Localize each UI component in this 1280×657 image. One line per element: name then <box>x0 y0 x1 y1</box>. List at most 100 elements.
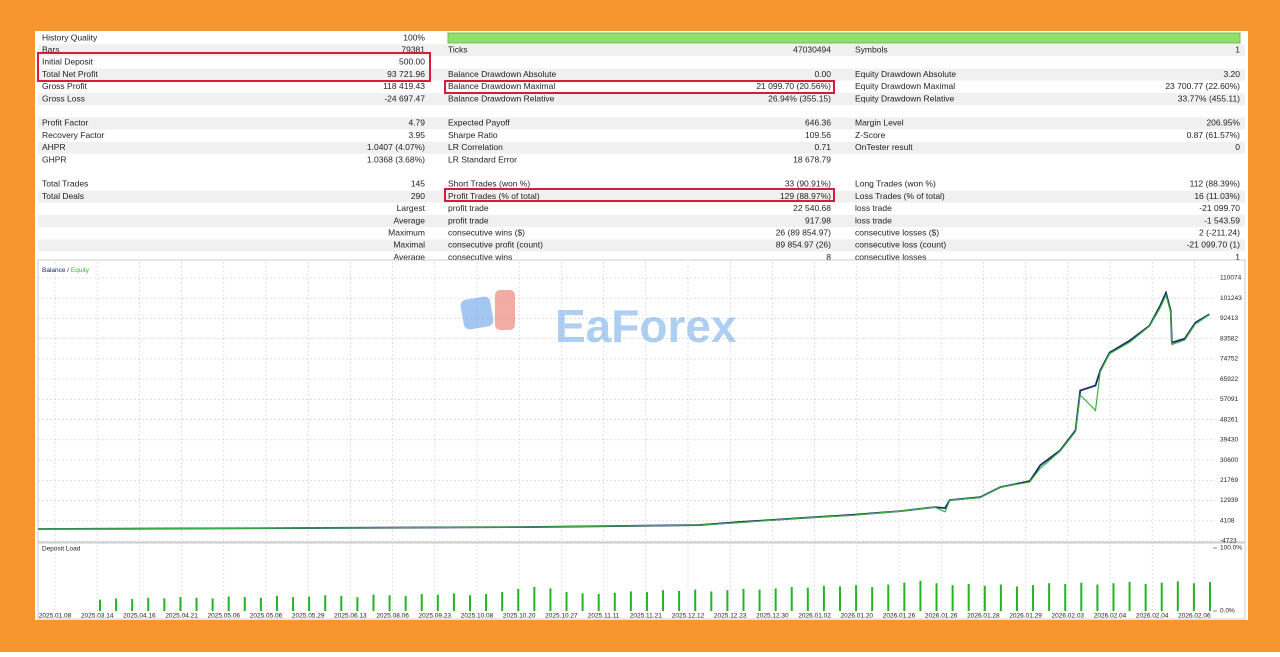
bar <box>597 593 600 611</box>
x-tick-label: 2026.01.28 <box>967 613 1000 620</box>
cell-label: consecutive wins <box>448 252 512 262</box>
y-tick-label: 0.0% <box>1220 608 1235 615</box>
x-tick-label: 2025.12.30 <box>756 613 789 620</box>
bar <box>999 584 1002 611</box>
bar <box>179 597 182 611</box>
bar <box>243 597 246 611</box>
cell-label: Ticks <box>448 44 468 54</box>
cell-label: Long Trades (won %) <box>855 179 936 189</box>
highlight-box <box>444 80 835 94</box>
cell-label: Symbols <box>855 44 888 54</box>
cell-label: consecutive wins ($) <box>448 227 525 237</box>
cell-value: 2 (-211.24) <box>1199 227 1240 237</box>
cell-value: 0.00 <box>814 69 831 79</box>
bar <box>147 597 150 611</box>
y-tick-label: 39430 <box>1220 437 1238 444</box>
y-tick-label: 30600 <box>1220 457 1238 464</box>
bar <box>259 597 262 611</box>
cell-label: Gross Loss <box>42 93 85 103</box>
x-tick-label: 2026.02.06 <box>1178 613 1211 620</box>
y-tick-label: 4108 <box>1220 517 1235 524</box>
bar <box>1080 582 1083 611</box>
cell-value: 3.95 <box>408 130 425 140</box>
x-tick-label: 2026.01.26 <box>883 613 916 620</box>
x-tick-label: 2025.05.06 <box>250 613 283 620</box>
bar <box>1176 581 1179 611</box>
y-tick-label: 101243 <box>1220 295 1242 302</box>
cell-value: 109.56 <box>805 130 831 140</box>
cell-label: Balance Drawdown Absolute <box>448 69 556 79</box>
cell-value: 79381 <box>401 44 425 54</box>
cell-value: 1.0368 (3.68%) <box>367 154 425 164</box>
legend: Balance / Equity <box>42 267 90 274</box>
cell-label: Loss Trades (% of total) <box>855 191 945 201</box>
x-tick-label: 2025.10.27 <box>545 613 578 620</box>
bar <box>742 588 745 611</box>
cell-label: consecutive profit (count) <box>448 240 543 250</box>
cell-label: OnTester result <box>855 142 913 152</box>
row-shade <box>38 190 1245 203</box>
bar <box>806 587 809 611</box>
bar <box>340 595 343 611</box>
bar <box>839 586 841 611</box>
cell-value: Largest <box>397 203 426 213</box>
cell-label: Expected Payoff <box>448 118 510 128</box>
cell-value: 145 <box>411 179 425 189</box>
cell-value: 1.0407 (4.07%) <box>367 142 425 152</box>
bar <box>645 592 648 611</box>
row-shade <box>38 44 1245 57</box>
row-shade <box>38 215 1245 227</box>
y-tick-label: 110074 <box>1220 275 1242 282</box>
bar <box>211 598 214 611</box>
bar <box>1209 582 1211 611</box>
x-tick-label: 2026.01.02 <box>798 613 831 620</box>
cell-label: Gross Profit <box>42 81 88 91</box>
cell-value: 0 <box>1235 142 1240 152</box>
bar <box>388 595 391 611</box>
bar <box>163 598 166 611</box>
cell-value: 4.79 <box>408 118 425 128</box>
x-tick-label: 2025.09.23 <box>419 613 452 620</box>
cell-label: consecutive losses <box>855 252 926 262</box>
cell-label: Total Net Profit <box>42 69 98 79</box>
bar <box>308 596 311 611</box>
y-tick-label: 74752 <box>1220 356 1238 363</box>
cell-value: 22 540.68 <box>793 203 831 213</box>
watermark-text: EaForex <box>555 300 737 352</box>
legend-entry: Equity <box>71 267 90 274</box>
cell-value: Average <box>393 215 425 225</box>
cell-label: Z-Score <box>855 130 886 140</box>
balance-chart: 2025.01.08 2025.03.14 2025.04.16 2025.04.21… <box>37 262 1242 620</box>
bar <box>1192 583 1195 611</box>
bar <box>1032 585 1035 611</box>
bar <box>629 591 632 611</box>
cell-value: Maximum <box>388 227 425 237</box>
x-tick-label: 2025.11.11 <box>588 613 620 620</box>
bar <box>1112 583 1115 611</box>
cell-label: loss trade <box>855 203 892 213</box>
x-tick-label: 2025.10.20 <box>503 613 536 620</box>
bar <box>581 593 584 611</box>
highlight-box <box>444 188 835 202</box>
cell-label: Equity Drawdown Absolute <box>855 69 956 79</box>
bar <box>549 588 552 611</box>
cell-label: Equity Drawdown Maximal <box>855 81 955 91</box>
cell-label: Total Trades <box>42 179 88 189</box>
bar <box>356 597 359 611</box>
cell-value: 100% <box>403 32 425 42</box>
cell-value: 206.95% <box>1206 118 1240 128</box>
cell-value: 21 099.70 (20.56%) <box>756 81 831 91</box>
bar <box>710 591 713 611</box>
bar <box>613 592 616 611</box>
x-tick-label: 2025.12.12 <box>672 613 705 620</box>
y-tick-label: 83582 <box>1220 335 1238 342</box>
cell-value: 93 721.96 <box>387 69 425 79</box>
row-shade <box>38 117 1245 130</box>
cell-label: Short Trades (won %) <box>448 179 530 189</box>
row-shade <box>38 93 1245 105</box>
cell-value: 112 (88.39%) <box>1190 179 1241 189</box>
cell-label: Balance Drawdown Maximal <box>448 81 555 91</box>
cell-label: GHPR <box>42 154 67 164</box>
x-tick-label: 2025.03.14 <box>81 613 114 620</box>
